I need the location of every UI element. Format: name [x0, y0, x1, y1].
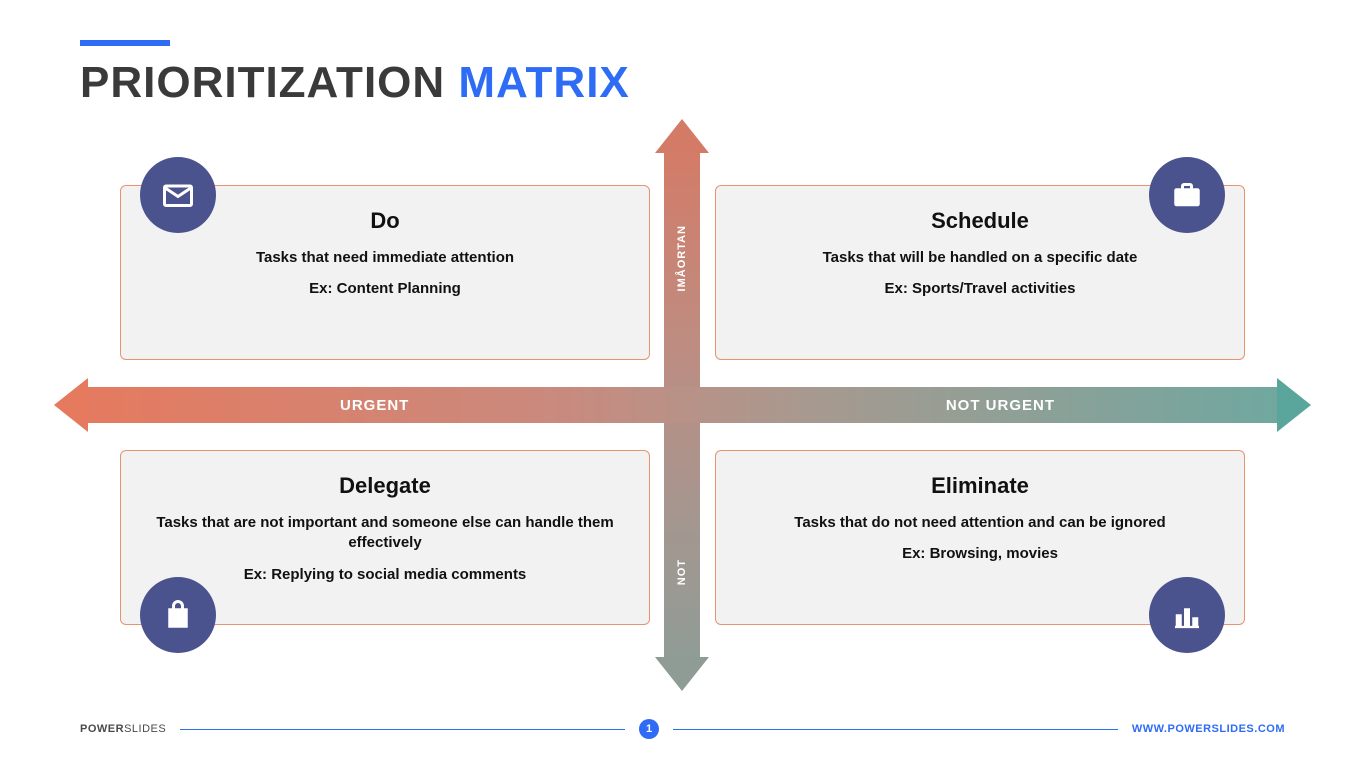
quadrant-eliminate-example: Ex: Browsing, movies	[746, 545, 1214, 562]
page-title: PRIORITIZATION MATRIX	[80, 58, 630, 108]
matrix-container: IMÅORTAN NOT URGENT NOT URGENT Do Tasks …	[80, 145, 1285, 665]
quadrant-do-example: Ex: Content Planning	[151, 280, 619, 297]
footer-url: WWW.POWERSLIDES.COM	[1132, 723, 1285, 735]
quadrant-delegate-example: Ex: Replying to social media comments	[151, 566, 619, 583]
title-part1: PRIORITIZATION	[80, 58, 458, 107]
quadrant-eliminate-title: Eliminate	[746, 473, 1214, 499]
quadrant-schedule-example: Ex: Sports/Travel activities	[746, 280, 1214, 297]
page-number: 1	[639, 719, 659, 739]
quadrant-delegate-desc: Tasks that are not important and someone…	[151, 513, 619, 554]
quadrant-eliminate-desc: Tasks that do not need attention and can…	[746, 513, 1214, 533]
bar-chart-icon	[1149, 577, 1225, 653]
horizontal-axis: URGENT NOT URGENT	[80, 387, 1285, 423]
footer-brand-light: SLIDES	[124, 723, 166, 735]
horizontal-axis-right-label: NOT URGENT	[946, 397, 1055, 414]
arrow-up-icon	[655, 119, 709, 153]
footer-brand-bold: POWER	[80, 723, 124, 735]
title-accent-bar	[80, 40, 170, 46]
title-part2: MATRIX	[458, 58, 629, 107]
arrow-down-icon	[655, 657, 709, 691]
horizontal-axis-left-label: URGENT	[340, 397, 409, 414]
quadrant-schedule-title: Schedule	[746, 208, 1214, 234]
quadrant-delegate-title: Delegate	[151, 473, 619, 499]
vertical-axis-top-label: IMÅORTAN	[676, 225, 688, 291]
footer-divider-left	[180, 729, 625, 730]
arrow-left-icon	[54, 378, 88, 432]
shopping-bag-icon	[140, 577, 216, 653]
footer-brand: POWERSLIDES	[80, 723, 166, 735]
quadrant-schedule-desc: Tasks that will be handled on a specific…	[746, 248, 1214, 268]
vertical-axis-bottom-label: NOT	[676, 559, 688, 585]
briefcase-icon	[1149, 157, 1225, 233]
quadrant-do-desc: Tasks that need immediate attention	[151, 248, 619, 268]
footer-divider-right	[673, 729, 1118, 730]
quadrant-do-title: Do	[151, 208, 619, 234]
mail-icon	[140, 157, 216, 233]
footer: POWERSLIDES 1 WWW.POWERSLIDES.COM	[80, 717, 1285, 741]
arrow-right-icon	[1277, 378, 1311, 432]
